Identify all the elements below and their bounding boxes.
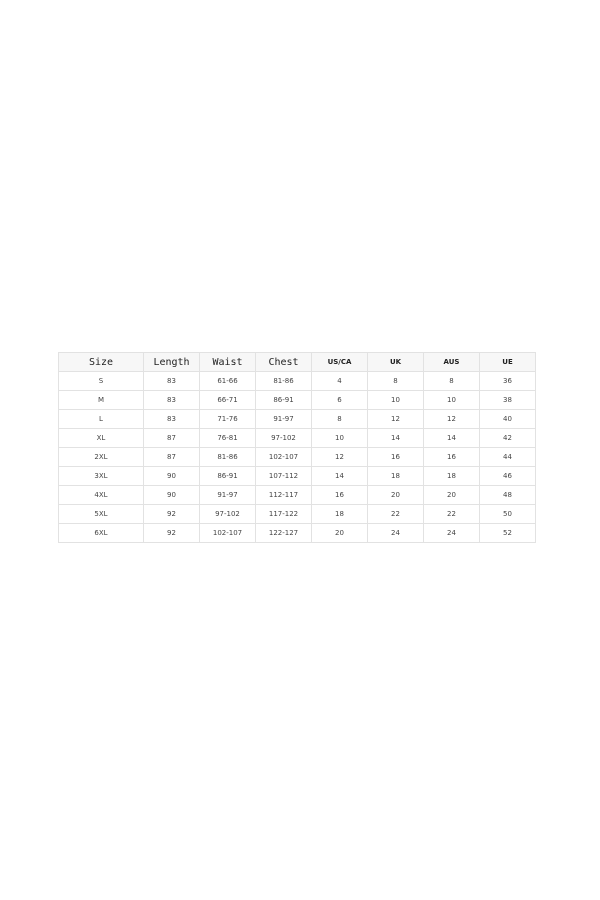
table-row: M 83 66-71 86-91 6 10 10 38 xyxy=(58,390,536,410)
table-cell: 5XL xyxy=(58,504,144,524)
table-cell: 42 xyxy=(479,428,536,448)
table-cell: 10 xyxy=(311,428,368,448)
table-cell: 24 xyxy=(367,523,424,543)
table-cell: 48 xyxy=(479,485,536,505)
table-cell: 4XL xyxy=(58,485,144,505)
table-cell: 36 xyxy=(479,371,536,391)
table-cell: M xyxy=(58,390,144,410)
table-cell: 81-86 xyxy=(255,371,312,391)
table-cell: 92 xyxy=(143,523,200,543)
table-cell: 18 xyxy=(367,466,424,486)
table-cell: 24 xyxy=(423,523,480,543)
table-cell: 92 xyxy=(143,504,200,524)
table-cell: 122-127 xyxy=(255,523,312,543)
table-cell: 18 xyxy=(423,466,480,486)
table-row: XL 87 76-81 97-102 10 14 14 42 xyxy=(58,428,536,448)
table-cell: S xyxy=(58,371,144,391)
table-cell: 83 xyxy=(143,390,200,410)
table-cell: 3XL xyxy=(58,466,144,486)
table-cell: 50 xyxy=(479,504,536,524)
table-row: S 83 61-66 81-86 4 8 8 36 xyxy=(58,371,536,391)
table-cell: 12 xyxy=(423,409,480,429)
table-cell: 10 xyxy=(423,390,480,410)
table-cell: 87 xyxy=(143,447,200,467)
column-header-ue: UE xyxy=(479,352,536,372)
table-cell: 44 xyxy=(479,447,536,467)
table-cell: 71-76 xyxy=(199,409,256,429)
table-cell: 22 xyxy=(367,504,424,524)
table-row: 4XL 90 91-97 112-117 16 20 20 48 xyxy=(58,485,536,505)
table-cell: 83 xyxy=(143,409,200,429)
table-cell: 4 xyxy=(311,371,368,391)
table-cell: 52 xyxy=(479,523,536,543)
table-cell: 90 xyxy=(143,485,200,505)
table-cell: 86-91 xyxy=(255,390,312,410)
table-cell: 46 xyxy=(479,466,536,486)
column-header-waist: Waist xyxy=(199,352,256,372)
table-cell: 12 xyxy=(367,409,424,429)
column-header-chest: Chest xyxy=(255,352,312,372)
table-cell: 87 xyxy=(143,428,200,448)
table-cell: 117-122 xyxy=(255,504,312,524)
table-cell: 91-97 xyxy=(199,485,256,505)
column-header-us-ca: US/CA xyxy=(311,352,368,372)
table-row: 2XL 87 81-86 102-107 12 16 16 44 xyxy=(58,447,536,467)
table-cell: 14 xyxy=(423,428,480,448)
table-cell: 14 xyxy=(311,466,368,486)
table-row: L 83 71-76 91-97 8 12 12 40 xyxy=(58,409,536,429)
table-cell: 91-97 xyxy=(255,409,312,429)
table-cell: 12 xyxy=(311,447,368,467)
table-cell: 8 xyxy=(423,371,480,391)
table-cell: 102-107 xyxy=(199,523,256,543)
table-cell: 20 xyxy=(423,485,480,505)
table-cell: 97-102 xyxy=(199,504,256,524)
column-header-aus: AUS xyxy=(423,352,480,372)
size-chart-table: Size Length Waist Chest US/CA UK AUS UE S 83 61-6… xyxy=(58,352,536,543)
table-cell: 6XL xyxy=(58,523,144,543)
table-cell: 22 xyxy=(423,504,480,524)
table-cell: 8 xyxy=(311,409,368,429)
table-cell: L xyxy=(58,409,144,429)
table-cell: 112-117 xyxy=(255,485,312,505)
table-cell: 16 xyxy=(423,447,480,467)
table-row: 3XL 90 86-91 107-112 14 18 18 46 xyxy=(58,466,536,486)
table-cell: 20 xyxy=(311,523,368,543)
table-cell: 61-66 xyxy=(199,371,256,391)
table-cell: 86-91 xyxy=(199,466,256,486)
table-header-row: Size Length Waist Chest US/CA UK AUS UE xyxy=(58,352,536,372)
column-header-size: Size xyxy=(58,352,144,372)
column-header-length: Length xyxy=(143,352,200,372)
table-cell: 8 xyxy=(367,371,424,391)
table-cell: 81-86 xyxy=(199,447,256,467)
table-cell: 90 xyxy=(143,466,200,486)
table-cell: 16 xyxy=(311,485,368,505)
table-cell: 10 xyxy=(367,390,424,410)
table-cell: 97-102 xyxy=(255,428,312,448)
table-row: 5XL 92 97-102 117-122 18 22 22 50 xyxy=(58,504,536,524)
table-cell: 14 xyxy=(367,428,424,448)
table-cell: 16 xyxy=(367,447,424,467)
table-cell: 6 xyxy=(311,390,368,410)
table-cell: 83 xyxy=(143,371,200,391)
table-cell: 18 xyxy=(311,504,368,524)
table-cell: 102-107 xyxy=(255,447,312,467)
table-cell: 20 xyxy=(367,485,424,505)
table-cell: XL xyxy=(58,428,144,448)
column-header-uk: UK xyxy=(367,352,424,372)
table-row: 6XL 92 102-107 122-127 20 24 24 52 xyxy=(58,523,536,543)
table-cell: 66-71 xyxy=(199,390,256,410)
table-cell: 2XL xyxy=(58,447,144,467)
table-cell: 40 xyxy=(479,409,536,429)
table-cell: 76-81 xyxy=(199,428,256,448)
table-cell: 38 xyxy=(479,390,536,410)
table-cell: 107-112 xyxy=(255,466,312,486)
